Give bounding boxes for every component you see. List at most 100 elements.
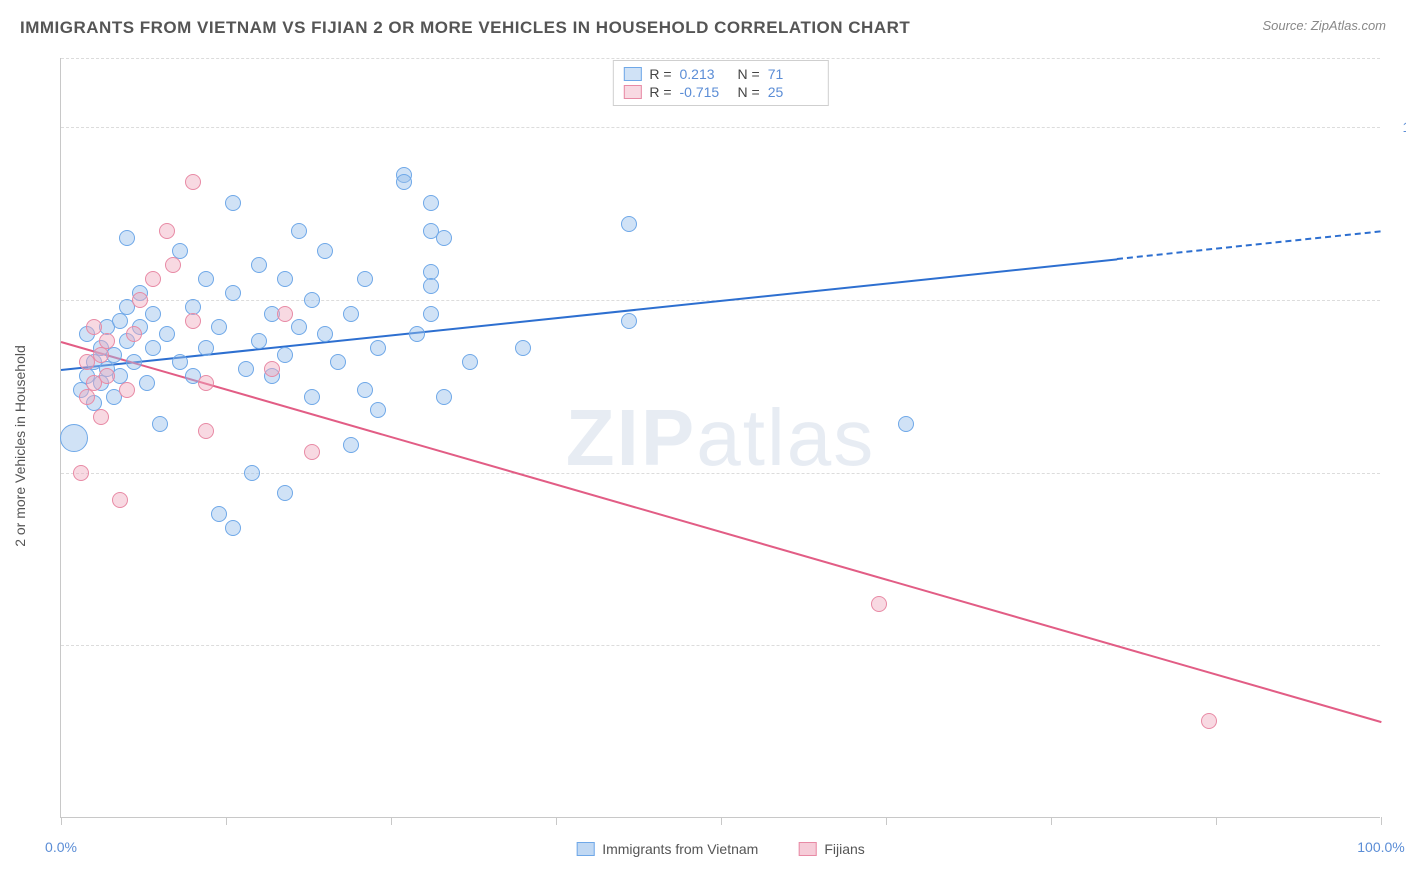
data-point-vietnam xyxy=(898,416,914,432)
data-point-vietnam xyxy=(370,402,386,418)
xtick xyxy=(61,817,62,825)
watermark: ZIPatlas xyxy=(566,392,875,484)
legend-item: Immigrants from Vietnam xyxy=(576,841,758,857)
xtick xyxy=(1216,817,1217,825)
data-point-fijians xyxy=(132,292,148,308)
xtick xyxy=(1051,817,1052,825)
data-point-vietnam xyxy=(330,354,346,370)
data-point-vietnam xyxy=(225,520,241,536)
data-point-vietnam xyxy=(238,361,254,377)
xtick-label: 0.0% xyxy=(45,839,77,855)
data-point-vietnam xyxy=(304,389,320,405)
xtick xyxy=(391,817,392,825)
data-point-vietnam xyxy=(198,340,214,356)
data-point-vietnam xyxy=(423,306,439,322)
data-point-vietnam xyxy=(277,485,293,501)
data-point-vietnam xyxy=(211,506,227,522)
data-point-fijians xyxy=(165,257,181,273)
data-point-fijians xyxy=(304,444,320,460)
data-point-vietnam xyxy=(139,375,155,391)
data-point-vietnam xyxy=(60,424,88,452)
data-point-vietnam xyxy=(159,326,175,342)
data-point-vietnam xyxy=(436,230,452,246)
data-point-vietnam xyxy=(621,216,637,232)
n-value: 71 xyxy=(768,66,818,82)
data-point-vietnam xyxy=(119,230,135,246)
data-point-vietnam xyxy=(172,354,188,370)
data-point-vietnam xyxy=(409,326,425,342)
ytick-label: 100.0% xyxy=(1390,119,1406,135)
data-point-vietnam xyxy=(152,416,168,432)
swatch-icon xyxy=(623,67,641,81)
data-point-vietnam xyxy=(515,340,531,356)
legend-label: Fijians xyxy=(824,841,864,857)
data-point-fijians xyxy=(93,347,109,363)
data-point-vietnam xyxy=(225,285,241,301)
data-point-fijians xyxy=(1201,713,1217,729)
data-point-fijians xyxy=(86,319,102,335)
data-point-vietnam xyxy=(357,382,373,398)
data-point-vietnam xyxy=(317,243,333,259)
regression-line xyxy=(1117,231,1381,261)
data-point-fijians xyxy=(198,375,214,391)
data-point-fijians xyxy=(93,409,109,425)
swatch-icon xyxy=(623,85,641,99)
data-point-fijians xyxy=(198,423,214,439)
data-point-vietnam xyxy=(462,354,478,370)
gridline xyxy=(61,645,1380,646)
data-point-vietnam xyxy=(145,340,161,356)
legend-row-fijians: R =-0.715N =25 xyxy=(623,83,817,101)
data-point-vietnam xyxy=(423,195,439,211)
xtick-label: 100.0% xyxy=(1357,839,1404,855)
data-point-vietnam xyxy=(304,292,320,308)
data-point-fijians xyxy=(79,389,95,405)
legend-row-vietnam: R = 0.213 N = 71 xyxy=(623,65,817,83)
legend-item: Fijians xyxy=(798,841,864,857)
n-value: 25 xyxy=(768,84,818,100)
data-point-vietnam xyxy=(251,257,267,273)
data-point-vietnam xyxy=(211,319,227,335)
legend-label: Immigrants from Vietnam xyxy=(602,841,758,857)
r-label: R = xyxy=(649,84,671,100)
data-point-vietnam xyxy=(112,313,128,329)
xtick xyxy=(721,817,722,825)
regression-line xyxy=(61,341,1382,723)
data-point-vietnam xyxy=(277,347,293,363)
data-point-fijians xyxy=(126,326,142,342)
data-point-vietnam xyxy=(423,278,439,294)
data-point-vietnam xyxy=(291,319,307,335)
r-label: R = xyxy=(649,66,671,82)
data-point-vietnam xyxy=(277,271,293,287)
data-point-fijians xyxy=(99,368,115,384)
data-point-vietnam xyxy=(126,354,142,370)
y-axis-label: 2 or more Vehicles in Household xyxy=(12,345,28,547)
data-point-fijians xyxy=(99,333,115,349)
n-label: N = xyxy=(738,66,760,82)
data-point-vietnam xyxy=(198,271,214,287)
ytick-label: 50.0% xyxy=(1390,465,1406,481)
correlation-legend: R =0.213N =71R =-0.715N =25 xyxy=(612,60,828,106)
xtick xyxy=(886,817,887,825)
data-point-vietnam xyxy=(291,223,307,239)
data-point-fijians xyxy=(145,271,161,287)
data-point-fijians xyxy=(119,382,135,398)
data-point-vietnam xyxy=(396,174,412,190)
data-point-fijians xyxy=(185,174,201,190)
data-point-fijians xyxy=(264,361,280,377)
data-point-vietnam xyxy=(621,313,637,329)
n-label: N = xyxy=(738,84,760,100)
r-value: 0.213 xyxy=(680,66,730,82)
swatch-icon xyxy=(576,842,594,856)
source-attribution: Source: ZipAtlas.com xyxy=(1262,18,1386,33)
xtick xyxy=(1381,817,1382,825)
scatter-chart: ZIPatlas R =0.213N =71R =-0.715N =25 Imm… xyxy=(60,58,1380,818)
xtick xyxy=(226,817,227,825)
ytick-label: 75.0% xyxy=(1390,292,1406,308)
data-point-vietnam xyxy=(244,465,260,481)
data-point-vietnam xyxy=(225,195,241,211)
gridline xyxy=(61,58,1380,59)
title-bar: IMMIGRANTS FROM VIETNAM VS FIJIAN 2 OR M… xyxy=(20,18,1386,42)
data-point-fijians xyxy=(159,223,175,239)
data-point-fijians xyxy=(871,596,887,612)
data-point-vietnam xyxy=(251,333,267,349)
